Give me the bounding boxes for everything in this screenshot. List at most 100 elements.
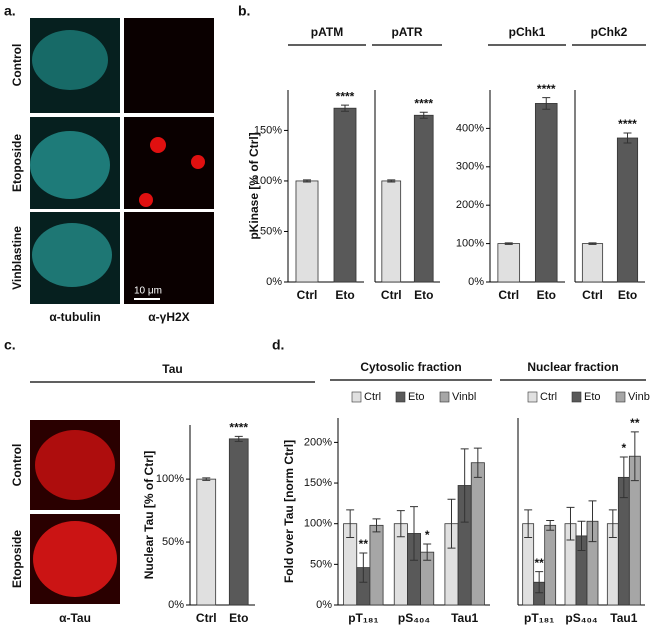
y-tick-label: 100%	[304, 518, 332, 530]
y-tick-label: 50%	[310, 558, 332, 570]
image	[33, 521, 117, 597]
y-tick-label: 300%	[456, 161, 484, 173]
legend-swatch	[615, 391, 626, 403]
significance: **	[630, 416, 640, 430]
legend-label: Eto	[408, 391, 425, 403]
error-bar	[423, 543, 432, 561]
error-bar	[623, 132, 632, 144]
chart-title: pATM	[311, 25, 343, 39]
y-axis-label: Nuclear Tau [% of Ctrl]	[142, 451, 156, 579]
legend-label: Vinbl	[628, 391, 650, 403]
error-bar	[303, 179, 311, 183]
panel-label: c.	[4, 337, 16, 353]
error-bar	[234, 435, 243, 442]
x-tick-label: Ctrl	[381, 288, 402, 302]
error-bar	[504, 242, 513, 245]
scale-bar-label: 10 μm	[134, 286, 162, 297]
chart-title: pChk2	[591, 25, 628, 39]
y-tick-label: 400%	[456, 122, 484, 134]
error-bar	[419, 111, 428, 119]
panel-labels: a. b. c. d.	[4, 3, 284, 353]
legend-swatch	[527, 391, 538, 403]
image	[124, 212, 214, 304]
x-tick-label: Tau1	[451, 611, 478, 625]
image	[124, 18, 214, 113]
x-tick-label: Eto	[618, 288, 637, 302]
legend-label: Vinbl	[452, 391, 476, 403]
column-label: α-γH2X	[148, 310, 189, 324]
error-bar	[588, 500, 597, 543]
image	[150, 137, 166, 153]
bar	[497, 243, 521, 283]
x-tick-label: Eto	[335, 288, 354, 302]
error-bar	[387, 179, 396, 183]
x-tick-label: Tau1	[610, 611, 637, 625]
y-tick-label: 0%	[468, 276, 484, 288]
bar	[369, 524, 384, 606]
error-bar	[359, 552, 368, 583]
row-label: Etoposide	[10, 530, 24, 588]
x-tick-label: pT₁₈₁	[348, 611, 378, 625]
significance: ****	[618, 117, 637, 131]
y-tick-label: 200%	[456, 199, 484, 211]
x-tick-label: Ctrl	[582, 288, 603, 302]
error-bar	[535, 571, 544, 594]
legend-label: Ctrl	[540, 391, 557, 403]
error-bar	[202, 477, 211, 481]
y-tick-label: 0%	[316, 599, 332, 611]
error-bar	[566, 506, 575, 541]
significance: **	[534, 556, 544, 570]
row-label: Control	[10, 44, 24, 87]
image	[30, 131, 110, 199]
error-bar	[346, 509, 355, 539]
chart-title: Cytosolic fraction	[360, 360, 461, 374]
y-tick-label: 50%	[162, 536, 184, 548]
y-tick-label: 100%	[156, 473, 184, 485]
error-bar	[341, 104, 349, 112]
image	[32, 30, 108, 90]
column-label: α-Tau	[59, 611, 91, 625]
legend-label: Eto	[584, 391, 601, 403]
y-tick-label: 0%	[266, 276, 282, 288]
image	[32, 223, 112, 287]
bar	[333, 107, 357, 283]
chart-title: pChk1	[509, 25, 546, 39]
bar	[544, 524, 557, 606]
legend-swatch	[439, 391, 450, 403]
x-tick-label: Eto	[414, 288, 433, 302]
error-bar	[410, 506, 418, 561]
panel-label: a.	[4, 3, 16, 19]
bar	[534, 103, 558, 283]
bar	[228, 438, 249, 606]
chart-title: Tau	[162, 362, 182, 376]
chart-title: Nuclear fraction	[527, 360, 618, 374]
error-bar	[546, 519, 555, 531]
error-bar	[460, 448, 469, 523]
micrographs-a: 10 μm Control Etoposide Vinblastine α-tu…	[10, 18, 214, 324]
legend-swatch	[395, 391, 406, 403]
y-tick-label: 50%	[260, 225, 282, 237]
error-bar	[542, 97, 551, 110]
x-tick-label: Eto	[229, 611, 248, 625]
row-label: Etoposide	[10, 134, 24, 192]
legend-swatch	[571, 391, 582, 403]
x-tick-label: pS₄₀₄	[398, 611, 430, 625]
y-axis-label: pKinase [% of Ctrl]	[247, 132, 261, 239]
error-bar	[630, 431, 639, 482]
y-tick-label: 0%	[168, 599, 184, 611]
legend-label: Ctrl	[364, 391, 381, 403]
bar	[295, 180, 319, 283]
row-label: Vinblastine	[10, 226, 24, 290]
chart-title: pATR	[391, 25, 422, 39]
significance: ****	[336, 89, 355, 103]
y-tick-label: 150%	[254, 124, 282, 136]
x-tick-label: Ctrl	[498, 288, 519, 302]
y-tick-label: 200%	[304, 436, 332, 448]
y-tick-label: 100%	[254, 175, 282, 187]
column-label: α-tubulin	[49, 310, 100, 324]
image	[35, 430, 115, 500]
y-tick-label: 150%	[304, 477, 332, 489]
x-tick-label: Ctrl	[297, 288, 318, 302]
error-bar	[619, 456, 628, 499]
